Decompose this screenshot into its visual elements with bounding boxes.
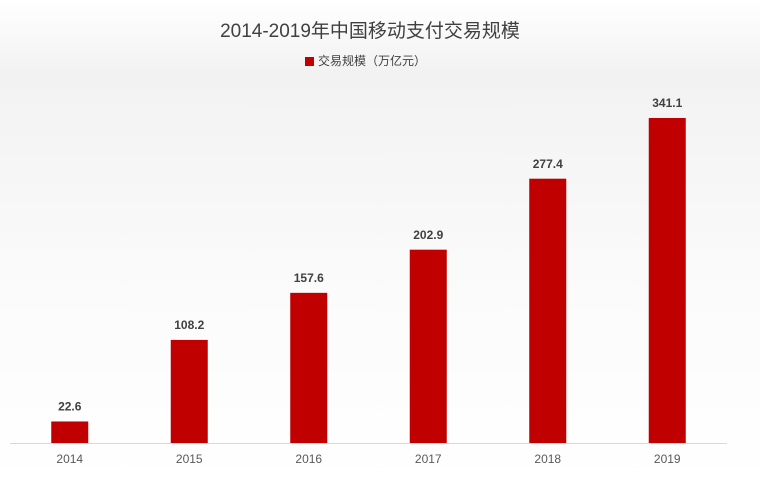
x-tick-label: 2016 [295,452,322,466]
bar [648,118,686,443]
bar [290,292,328,443]
value-label: 341.1 [652,96,682,110]
value-label: 22.6 [58,400,82,414]
legend-label: 交易规模（万亿元） [318,53,426,68]
x-tick-label: 2017 [415,452,442,466]
value-label: 108.2 [174,318,204,332]
bar [529,178,567,443]
x-tick-label: 2014 [56,452,83,466]
x-tick-label: 2018 [534,452,561,466]
chart-title: 2014-2019年中国移动支付交易规模 [220,20,520,42]
x-tick-label: 2019 [654,452,681,466]
bar [170,339,208,443]
bar [51,421,89,443]
bar [409,249,447,443]
value-label: 202.9 [413,228,443,242]
value-label: 157.6 [294,271,324,285]
legend-swatch [305,57,314,66]
x-tick-label: 2015 [176,452,203,466]
value-label: 277.4 [533,157,563,171]
